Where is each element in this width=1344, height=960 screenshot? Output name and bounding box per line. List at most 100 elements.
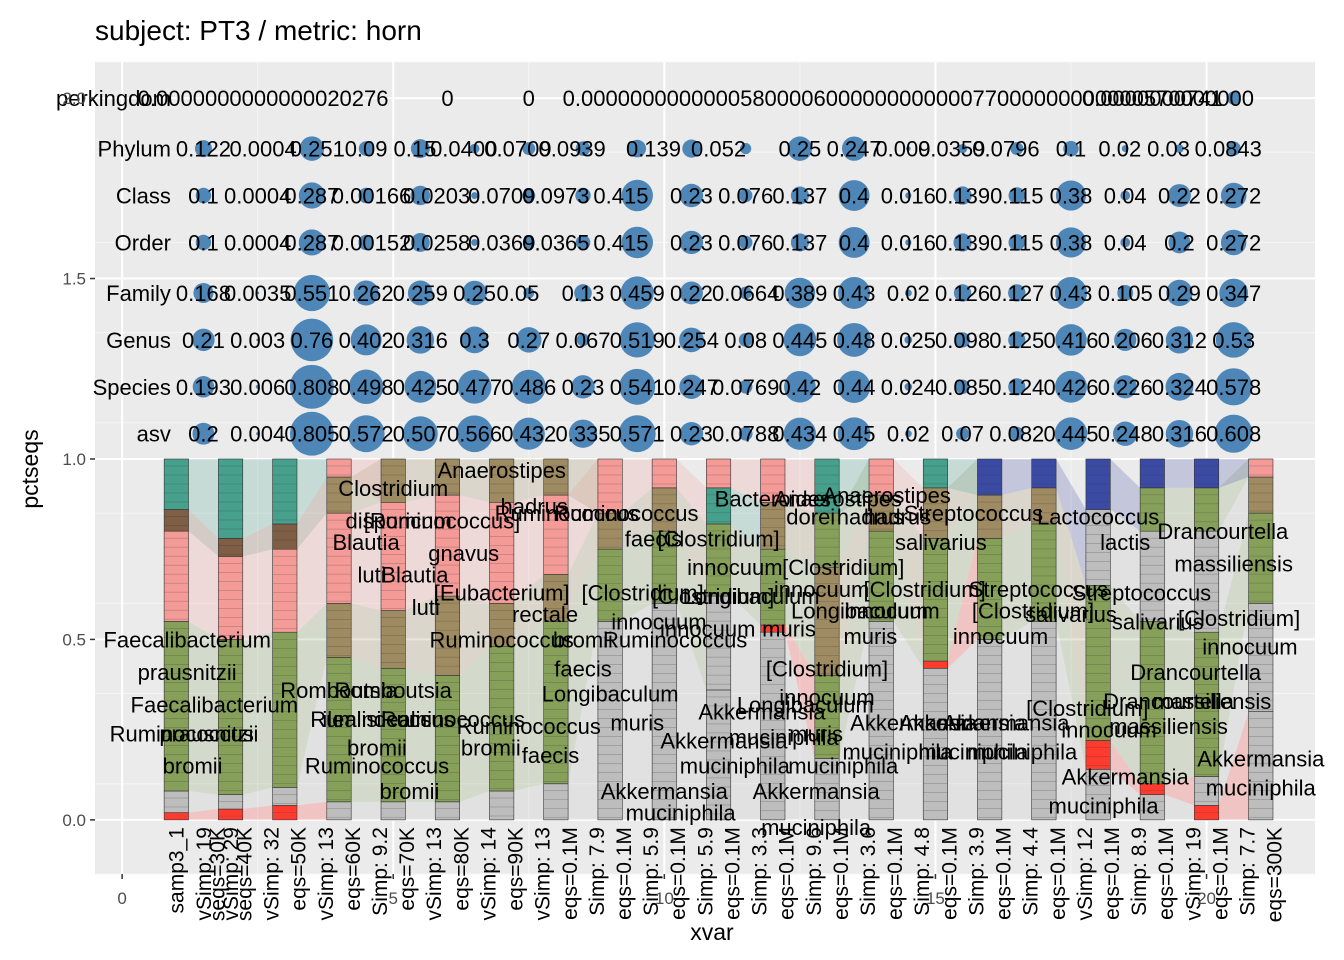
ribbon: [351, 458, 382, 514]
taxon-label: innocuum: [779, 685, 874, 710]
bar-segment: [1085, 740, 1111, 770]
diversity-bubble: [905, 192, 912, 199]
diversity-bubble: [568, 419, 598, 448]
bar-segment: [218, 794, 244, 810]
taxon-label: Drancourtella: [1157, 519, 1289, 544]
bar-segment: [1194, 631, 1220, 777]
ribbon: [839, 621, 870, 820]
diversity-bubble: [957, 143, 968, 154]
ribbon: [568, 458, 598, 575]
diversity-bubble: [575, 141, 591, 156]
diversity-bubble: [407, 280, 433, 306]
bubble-value-label: 0.316: [1152, 422, 1207, 447]
diversity-bubble: [512, 417, 545, 450]
diversity-bubble: [904, 383, 913, 391]
taxon-label: innocuum: [660, 617, 755, 642]
taxon-label: Ruminococcus: [495, 501, 639, 526]
ribbon: [839, 458, 870, 514]
bar-segment: [163, 509, 189, 532]
bar-segment: [434, 458, 460, 496]
taxon-label: rectale: [512, 602, 578, 627]
taxon-label: Clostridium: [338, 476, 448, 501]
diversity-bubble: [1168, 231, 1191, 254]
diversity-bubble: [1008, 378, 1026, 396]
bar-segment: [651, 530, 677, 604]
taxon-label: salivarius: [895, 530, 987, 555]
y-tick-label: 1.5: [62, 270, 86, 289]
ribbon: [405, 668, 436, 802]
bubble-value-label: 0.248: [1098, 422, 1153, 447]
diversity-bubble: [956, 427, 970, 441]
bubble-value-label: 0.006: [230, 375, 285, 400]
bar-segment: [489, 646, 515, 792]
diversity-bubble: [195, 187, 212, 204]
diversity-bubble: [738, 426, 753, 441]
bubble-value-label: 0.426: [1043, 375, 1098, 400]
bar-segment: [706, 523, 732, 597]
taxon-label: gnavus: [428, 541, 499, 566]
taxon-label: muris: [789, 721, 843, 746]
bubble-value-label: 0.016: [881, 230, 936, 255]
taxon-label: Akkermansia: [660, 728, 788, 753]
sample-label: vSimp: 29: [220, 827, 243, 920]
diversity-bubble: [350, 324, 382, 356]
bubble-value-label: 0.27: [507, 328, 550, 353]
diversity-bubble: [289, 411, 334, 456]
bubble-value-label: 0.00166: [332, 184, 412, 209]
bubble-value-label: 0.45: [833, 422, 876, 447]
x-axis: 0 5 10 15 20: [117, 874, 1216, 908]
taxon-label: muciniphila: [1206, 775, 1317, 800]
taxon-label: [Clostridium]: [1026, 696, 1148, 721]
diversity-bubble: [1214, 414, 1253, 453]
ribbon: [784, 624, 815, 759]
taxon-label: innocuum: [844, 599, 939, 624]
bubble-value-label: 0.4: [839, 184, 870, 209]
bar-segment: [706, 595, 732, 691]
diversity-bubble: [192, 422, 215, 445]
taxon-label: Longibaculum: [791, 599, 928, 624]
ribbon: [947, 538, 978, 669]
bar-segment: [272, 805, 298, 821]
ribbon: [622, 531, 653, 622]
bubble-value-label: 0.262: [339, 281, 394, 306]
taxon-label: Streptococcus: [904, 501, 1043, 526]
ribbon: [242, 805, 273, 820]
taxon-label: innocuum: [1061, 718, 1156, 743]
bubble-value-label: 0.23: [562, 375, 605, 400]
bar-segment: [977, 538, 1003, 640]
ribbon: [1164, 621, 1195, 784]
bubble-value-labels: 0.0000000000000020276 0 0 0.000000000000058…: [138, 86, 1262, 447]
diversity-bubble: [906, 146, 911, 151]
diversity-bubble: [1113, 421, 1138, 446]
diversity-bubble: [410, 232, 430, 252]
bubble-value-label: 0.445: [772, 328, 827, 353]
x-tick-label: 20: [1197, 889, 1216, 908]
bubble-value-label: 0.04: [1104, 230, 1147, 255]
diversity-bubble: [838, 276, 871, 309]
diversity-bubble: [1055, 370, 1087, 403]
taxon-label: hadrus: [837, 505, 904, 530]
ribbon: [296, 458, 327, 524]
bar-segment: [489, 790, 515, 821]
bar-segment: [1139, 487, 1165, 532]
bubble-value-label: 0.0973: [522, 184, 589, 209]
diversity-bubble: [619, 322, 655, 358]
sample-label: eqs=0.1M: [1047, 827, 1070, 920]
taxon-label: Akkermansia: [753, 779, 881, 804]
diversity-bubble: [289, 364, 334, 409]
bar-segment: [597, 512, 623, 550]
bar-segment: [272, 458, 298, 525]
bar-segment: [543, 783, 569, 821]
diversity-bubble: [575, 235, 591, 250]
taxon-label: bromii: [163, 754, 223, 779]
taxon-label: Ruminococcus: [457, 714, 601, 739]
diversity-bubble: [1120, 190, 1131, 201]
ribbon: [459, 596, 490, 676]
taxon-label: Romboutsia: [335, 678, 453, 703]
bar-segment: [272, 548, 298, 633]
sample-label: Simp: 4.4: [1020, 827, 1043, 916]
taxon-label: Akkermansia: [850, 710, 978, 735]
bar-segment: [1139, 794, 1165, 821]
taxon-label: Ruminococcus: [603, 627, 747, 652]
